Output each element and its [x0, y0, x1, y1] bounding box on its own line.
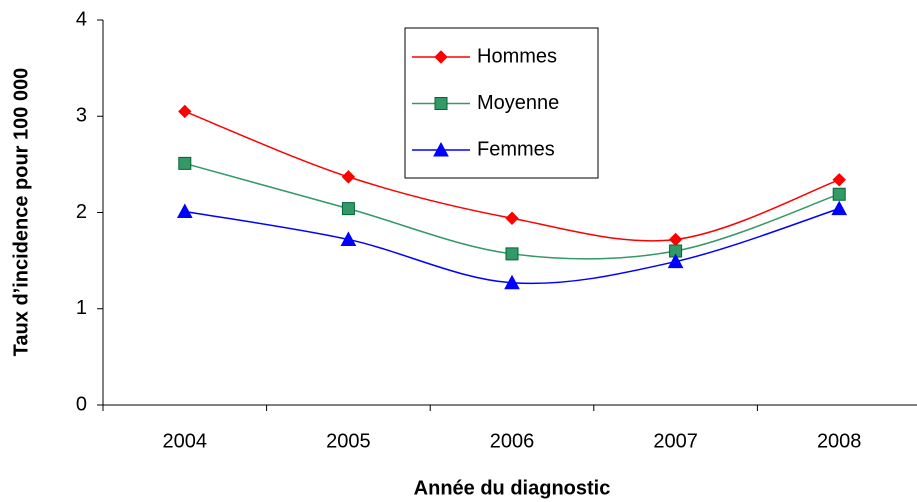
marker — [668, 232, 683, 247]
marker — [505, 211, 519, 225]
y-tick-label: 1 — [76, 297, 87, 319]
marker — [667, 253, 684, 269]
marker — [832, 187, 846, 201]
legend-marker — [434, 97, 448, 110]
x-tick-label: 2004 — [163, 430, 208, 452]
y-tick-label: 0 — [76, 393, 87, 415]
marker — [340, 231, 357, 246]
legend-marker — [434, 50, 448, 64]
y-tick-label: 2 — [76, 201, 87, 223]
x-tick-label: 2007 — [653, 430, 698, 452]
legend-label: Hommes — [477, 45, 557, 67]
marker — [504, 274, 520, 290]
y-tick-label: 4 — [76, 8, 87, 30]
legend-label: Moyenne — [477, 92, 559, 114]
x-tick-label: 2005 — [326, 430, 371, 452]
legend-marker — [433, 141, 449, 157]
legend-label: Femmes — [477, 138, 555, 160]
marker — [341, 170, 356, 184]
marker — [341, 202, 355, 216]
marker — [831, 200, 848, 216]
y-axis-label: Taux d’incidence pour 100 000 — [10, 68, 32, 357]
marker — [505, 247, 519, 261]
x-tick-label: 2006 — [490, 430, 535, 452]
y-tick-label: 3 — [76, 105, 87, 127]
marker — [178, 156, 192, 170]
marker — [832, 173, 846, 187]
marker — [669, 244, 683, 258]
x-axis-label: Année du diagnostic — [414, 477, 611, 499]
marker — [178, 104, 192, 119]
marker — [176, 203, 193, 219]
x-tick-label: 2008 — [817, 430, 862, 452]
